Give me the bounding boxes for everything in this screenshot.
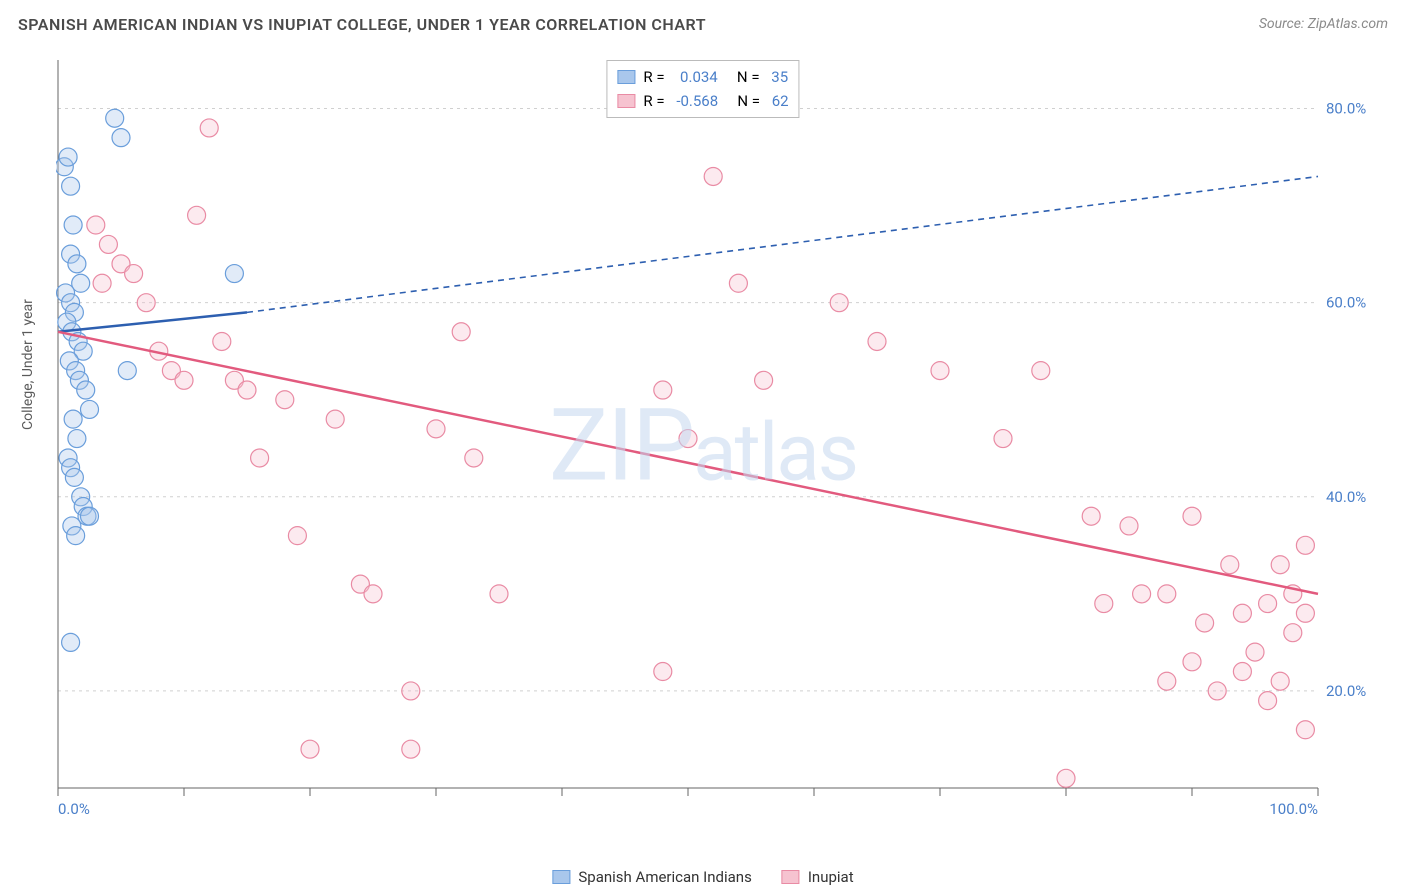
legend-label: Spanish American Indians <box>578 868 751 886</box>
legend-item: Inupiat <box>782 868 854 886</box>
legend-row: R = 0.034 N = 35 <box>617 65 788 89</box>
svg-text:20.0%: 20.0% <box>1326 682 1366 700</box>
legend-swatch <box>617 70 635 84</box>
svg-text:40.0%: 40.0% <box>1326 488 1366 506</box>
legend-r-value: -0.568 <box>676 89 718 113</box>
legend-swatch <box>782 870 800 884</box>
legend-n-label: N = <box>726 65 764 89</box>
svg-text:80.0%: 80.0% <box>1326 100 1366 118</box>
source-label: Source: ZipAtlas.com <box>1259 16 1388 32</box>
legend-label: Inupiat <box>808 868 854 886</box>
svg-text:100.0%: 100.0% <box>1269 800 1318 818</box>
chart-title: SPANISH AMERICAN INDIAN VS INUPIAT COLLE… <box>18 15 706 34</box>
svg-text:60.0%: 60.0% <box>1326 294 1366 312</box>
legend-r-value: 0.034 <box>680 65 718 89</box>
legend-swatch <box>617 94 635 108</box>
legend-n-value: 35 <box>771 65 788 89</box>
header: SPANISH AMERICAN INDIAN VS INUPIAT COLLE… <box>0 0 1406 48</box>
y-axis-label: College, Under 1 year <box>20 299 36 430</box>
legend-stats: R = 0.034 N = 35 R = -0.568 N = 62 <box>606 60 799 118</box>
legend-swatch <box>552 870 570 884</box>
legend-series: Spanish American Indians Inupiat <box>552 868 853 886</box>
legend-n-label: N = <box>726 89 764 113</box>
svg-text:0.0%: 0.0% <box>58 800 90 818</box>
legend-n-value: 62 <box>772 89 789 113</box>
legend-item: Spanish American Indians <box>552 868 751 886</box>
legend-row: R = -0.568 N = 62 <box>617 89 788 113</box>
legend-r-label: R = <box>643 89 668 113</box>
scatter-plot: 20.0% 40.0% 60.0% 80.0% 0.0% 100.0% <box>56 54 1388 824</box>
legend-r-label: R = <box>643 65 672 89</box>
